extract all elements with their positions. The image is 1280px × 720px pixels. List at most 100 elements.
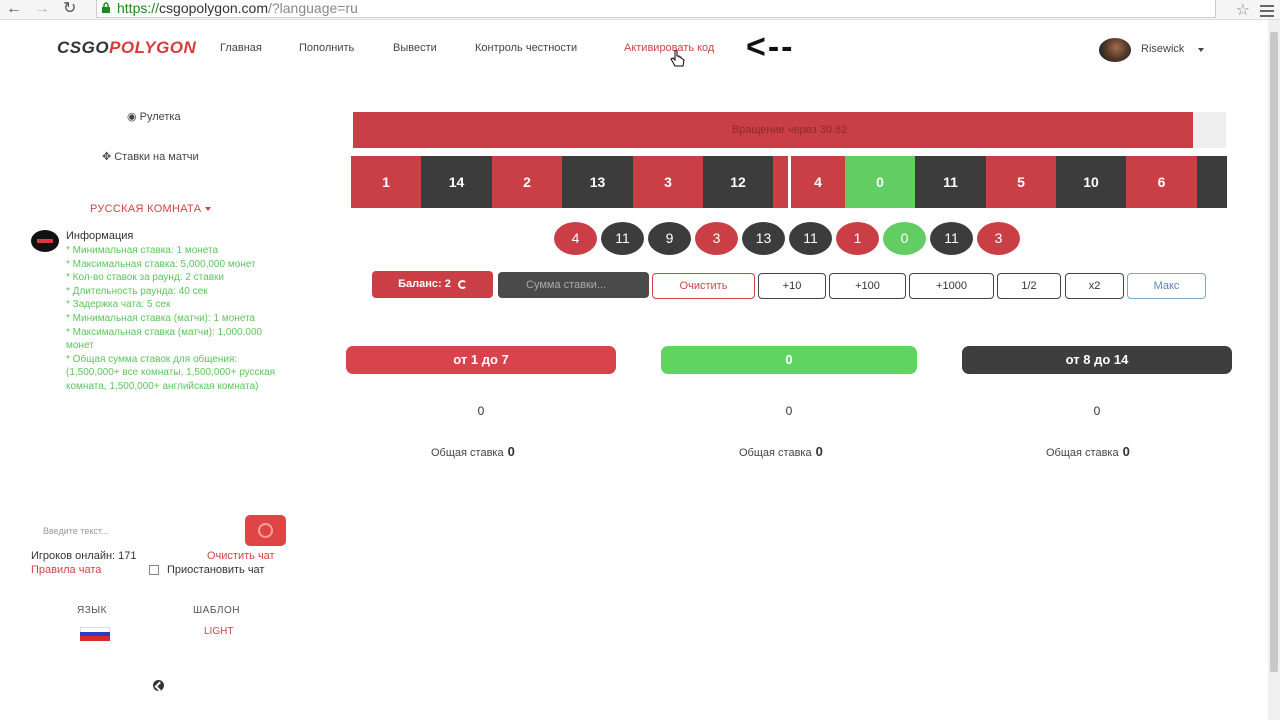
crosshair-icon: ✥ <box>102 151 112 163</box>
template-light-link[interactable]: LIGHT <box>204 626 234 637</box>
info-list: * Минимальная ставка: 1 монета * Максима… <box>66 244 286 394</box>
total-label: Общая ставка <box>431 447 504 459</box>
strip-cell: 1 <box>351 156 421 208</box>
reload-icon[interactable]: ↻ <box>63 0 77 17</box>
nav-activate-code[interactable]: Активировать код <box>624 42 715 54</box>
bet-green-button[interactable]: 0 <box>661 346 917 374</box>
hand-cursor-icon <box>670 50 685 67</box>
scroll-up-icon[interactable] <box>153 680 164 691</box>
plus10-button[interactable]: +10 <box>758 273 826 299</box>
strip-cell <box>773 156 791 208</box>
strip-cell: 11 <box>915 156 986 208</box>
total-value: 0 <box>815 444 823 459</box>
history-ball: 13 <box>742 222 785 255</box>
balance-button[interactable]: Баланс: 2 <box>372 271 493 298</box>
green-total: Общая ставка 0 <box>739 444 823 459</box>
strip-cell: 4 <box>791 156 845 208</box>
strip-cell: 0 <box>845 156 915 208</box>
back-icon[interactable]: ← <box>6 0 22 17</box>
bet-amount-input[interactable] <box>498 272 649 298</box>
total-label: Общая ставка <box>1046 447 1119 459</box>
players-online: Игроков онлайн: 171 <box>31 550 137 562</box>
history-ball: 11 <box>789 222 832 255</box>
strip-cell <box>1197 156 1227 208</box>
bet-black-button[interactable]: от 8 до 14 <box>962 346 1232 374</box>
history-ball: 11 <box>601 222 644 255</box>
progress-fill <box>353 112 1193 148</box>
strip-cell: 12 <box>703 156 773 208</box>
scrollbar[interactable] <box>1268 20 1280 720</box>
info-title: Информация <box>66 230 134 242</box>
bet-red-button[interactable]: от 1 до 7 <box>346 346 616 374</box>
nav-deposit[interactable]: Пополнить <box>299 42 355 54</box>
balance-label: Баланс: 2 <box>398 278 451 290</box>
history-ball: 3 <box>695 222 738 255</box>
room-selector[interactable]: РУССКАЯ КОМНАТА <box>90 203 212 215</box>
black-total: Общая ставка 0 <box>1046 444 1130 459</box>
strip-cell: 3 <box>633 156 703 208</box>
logo-part-a: CSGO <box>57 38 110 57</box>
sidebar-roulette-label: Рулетка <box>139 111 181 123</box>
chevron-down-icon <box>1198 48 1204 52</box>
info-line: * Максимальная ставка (матчи): 1,000,000… <box>66 326 263 352</box>
chevron-down-icon <box>205 207 212 212</box>
strip-cell: 2 <box>492 156 562 208</box>
browser-menu-icon[interactable] <box>1260 2 1274 20</box>
scrollbar-thumb[interactable] <box>1270 32 1278 672</box>
chat-emoji-button[interactable] <box>245 515 286 546</box>
spin-progress-bar: Вращение через 30.82 <box>353 112 1226 148</box>
chat-rules-link[interactable]: Правила чата <box>31 564 102 576</box>
total-value: 0 <box>507 444 515 459</box>
total-label: Общая ставка <box>739 447 812 459</box>
double-button[interactable]: x2 <box>1065 273 1124 299</box>
info-line: * Кол-во ставок за раунд: 2 ставки <box>66 272 224 284</box>
info-line: * Минимальная ставка (матчи): 1 монета <box>66 312 256 324</box>
info-line: * Длительность раунда: 40 сек <box>66 285 208 297</box>
info-line: * Максимальная ставка: 5,000,000 монет <box>66 258 256 270</box>
username: Risewick <box>1141 43 1185 55</box>
red-bet-count: 0 <box>477 404 485 418</box>
browser-toolbar: ← → ↻ https://csgopolygon.com/?language=… <box>0 0 1280 20</box>
strip-cell: 10 <box>1056 156 1126 208</box>
strip-cell: 14 <box>421 156 492 208</box>
history-ball: 11 <box>930 222 973 255</box>
address-bar[interactable]: https://csgopolygon.com/?language=ru <box>96 0 1216 18</box>
chat-input[interactable]: Введите текст... <box>43 526 109 536</box>
info-line: * Минимальная ставка: 1 монета <box>66 245 219 256</box>
history-ball: 0 <box>883 222 926 255</box>
annotation-arrow: <-- <box>746 28 795 66</box>
bookmark-star-icon[interactable]: ☆ <box>1235 2 1250 19</box>
info-line: * Задержка чата: 5 сек <box>66 299 171 311</box>
green-bet-count: 0 <box>785 404 793 418</box>
roulette-marker <box>788 156 791 208</box>
logo-part-b: POLYGON <box>109 38 197 57</box>
clear-bet-button[interactable]: Очистить <box>652 273 755 299</box>
language-heading: ЯЗЫК <box>77 605 107 616</box>
lock-icon <box>102 2 110 13</box>
pause-chat-checkbox[interactable] <box>149 565 159 575</box>
history-ball: 1 <box>836 222 879 255</box>
sidebar-match-bets-link[interactable]: ✥ Ставки на матчи <box>102 150 199 163</box>
sidebar-roulette-link[interactable]: ◉ Рулетка <box>127 110 181 123</box>
url-scheme: https:// <box>117 0 160 16</box>
plus1000-button[interactable]: +1000 <box>909 273 994 299</box>
site-logo[interactable]: CSGOPOLYGON <box>57 38 196 58</box>
clear-chat-link[interactable]: Очистить чат <box>207 550 275 562</box>
half-button[interactable]: 1/2 <box>997 273 1061 299</box>
nav-withdraw[interactable]: Вывести <box>393 42 437 54</box>
russian-flag-icon[interactable] <box>80 627 110 641</box>
history-ball: 9 <box>648 222 691 255</box>
forward-icon[interactable]: → <box>34 0 50 17</box>
pause-chat-label: Приостановить чат <box>167 564 265 576</box>
url-host: csgopolygon.com <box>159 0 268 16</box>
nav-provably-fair[interactable]: Контроль честности <box>475 42 578 54</box>
red-total: Общая ставка 0 <box>431 444 515 459</box>
smile-icon <box>258 523 273 538</box>
max-button[interactable]: Макс <box>1127 273 1206 299</box>
info-line: * Общая сумма ставок для общения: (1,500… <box>66 353 276 392</box>
nav-home[interactable]: Главная <box>220 42 262 54</box>
plus100-button[interactable]: +100 <box>829 273 906 299</box>
avatar <box>1099 38 1131 62</box>
total-value: 0 <box>1122 444 1130 459</box>
